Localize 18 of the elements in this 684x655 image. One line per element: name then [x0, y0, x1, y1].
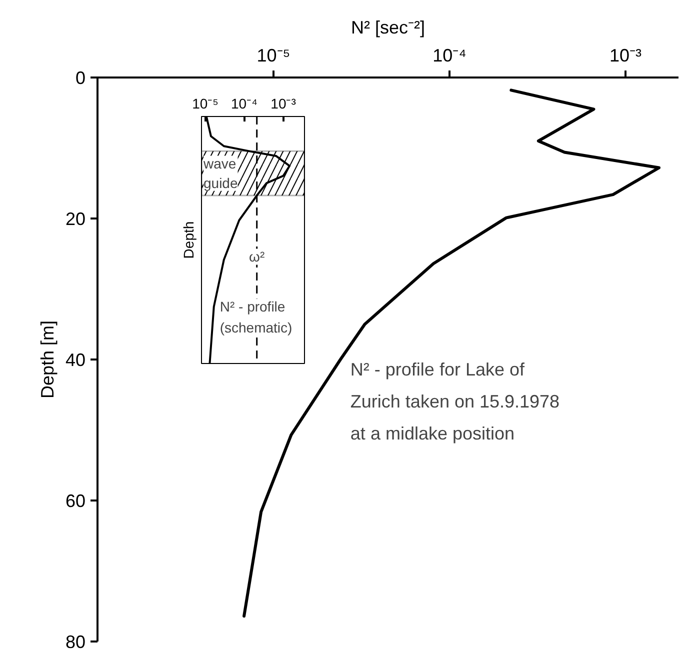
annotation: N² - profile (schematic): [220, 298, 292, 336]
ref-line-label: ω²: [249, 248, 265, 265]
annotation: N² - profile for Lake of Zurich taken on 15.9.1978 at a midlake position: [350, 360, 560, 444]
x-axis-title: N² [sec⁻²]: [351, 18, 426, 38]
y-axis-title: Depth: [180, 221, 196, 259]
band-label: wave guide: [202, 156, 238, 191]
y-axis-title: Depth [m]: [37, 320, 58, 399]
y-tick-label: 0: [75, 68, 86, 88]
x-tick-label: 10⁻⁵: [192, 96, 218, 112]
y-tick-label: 20: [65, 209, 86, 229]
y-tick-label: 60: [65, 491, 86, 511]
y-tick-label: 80: [65, 632, 86, 652]
x-tick-label: 10⁻⁵: [256, 46, 290, 66]
y-tick-label: 40: [65, 350, 86, 370]
x-tick-label: 10⁻⁴: [432, 46, 466, 66]
x-tick-label: 10⁻³: [610, 46, 642, 66]
x-tick-label: 10⁻³: [270, 96, 296, 112]
x-tick-label: 10⁻⁴: [230, 96, 258, 112]
